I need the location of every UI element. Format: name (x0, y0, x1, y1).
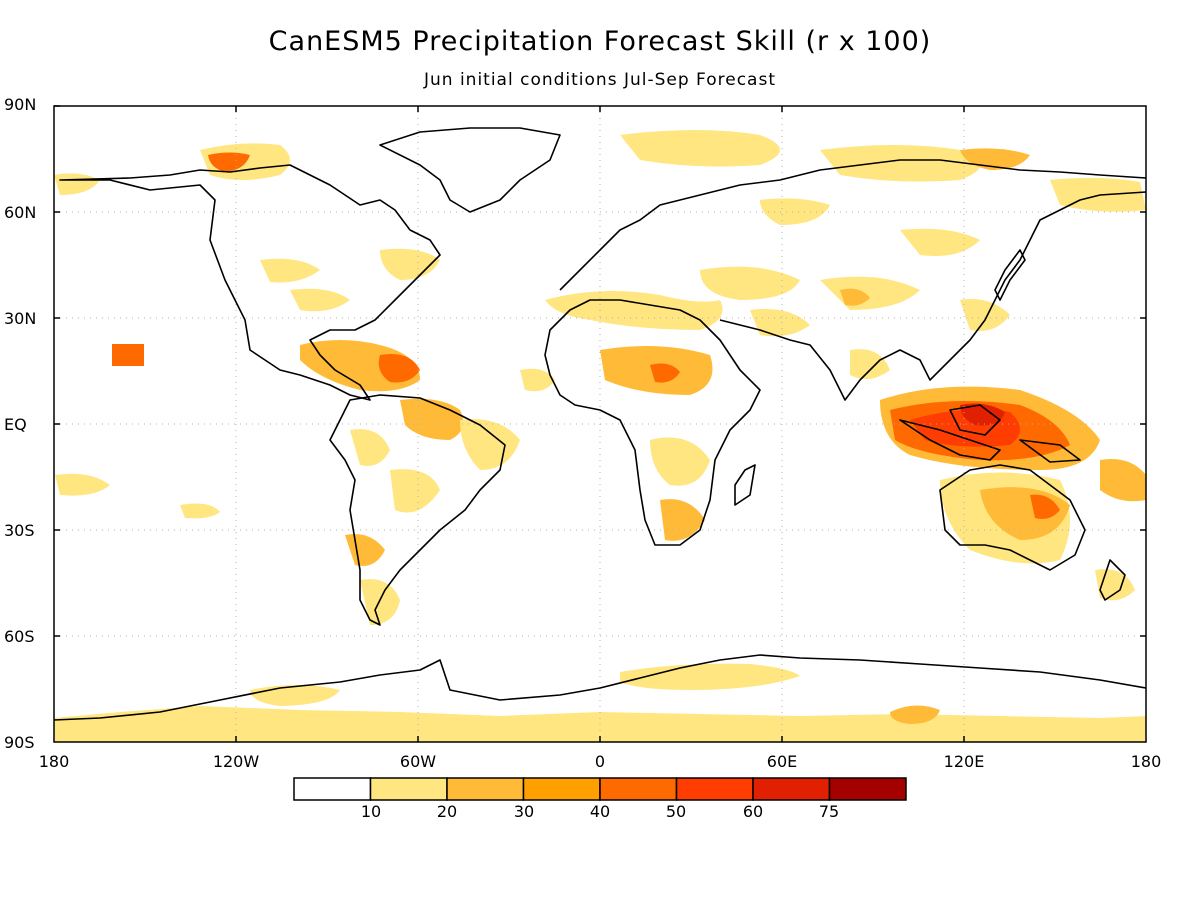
coastlines (54, 127, 1146, 721)
colorbar-label: 75 (818, 802, 840, 821)
colorbar-swatch (828, 777, 907, 801)
map-subtitle: Jun initial conditions Jul-Sep Forecast (423, 70, 776, 90)
y-tick-label: 30S (4, 521, 35, 540)
y-tick-label: 90N (4, 95, 37, 114)
colorbar-swatch (599, 777, 678, 801)
colorbar-swatch (752, 777, 831, 801)
skill-shading (54, 130, 1146, 742)
x-tick-label: 60W (399, 752, 437, 771)
y-tick-label: 30N (4, 309, 37, 328)
y-tick-label: EQ (4, 415, 27, 434)
axis-ticks (54, 105, 1146, 742)
x-tick-label: 120E (943, 752, 985, 771)
colorbar-label: 30 (513, 802, 535, 821)
map-title: CanESM5 Precipitation Forecast Skill (r … (268, 26, 932, 57)
x-tick-label: 180 (1130, 752, 1162, 771)
x-tick-label: 0 (594, 752, 606, 771)
colorbar-label: 10 (360, 802, 382, 821)
colorbar-swatch (675, 777, 754, 801)
y-tick-label: 60N (4, 203, 37, 222)
colorbar (293, 777, 907, 801)
y-tick-label: 90S (4, 733, 35, 752)
colorbar-label: 40 (589, 802, 611, 821)
y-tick-label: 60S (4, 627, 35, 646)
colorbar-swatch (522, 777, 601, 801)
grid-lines (54, 106, 1146, 742)
colorbar-swatch (446, 777, 525, 801)
colorbar-label: 50 (665, 802, 687, 821)
colorbar-swatch (293, 777, 372, 801)
colorbar-swatch (369, 777, 448, 801)
x-tick-label: 60E (766, 752, 798, 771)
colorbar-label: 20 (436, 802, 458, 821)
colorbar-label: 60 (742, 802, 764, 821)
x-tick-label: 180 (38, 752, 70, 771)
x-tick-label: 120W (212, 752, 260, 771)
